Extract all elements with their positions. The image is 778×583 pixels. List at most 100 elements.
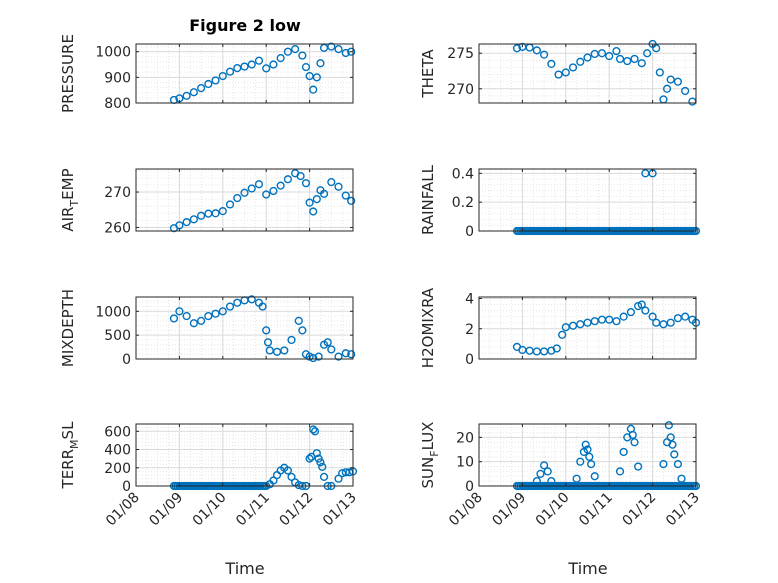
data-point [547,477,556,486]
data-point [666,318,675,327]
x-tick-label: 01/11 [233,490,273,530]
y-axis-label: H2OMIXRA [419,287,437,368]
data-point [583,445,592,454]
grid [478,169,697,232]
data-point [283,47,293,56]
data-point [334,474,343,483]
data-point [247,60,256,69]
data-point [189,88,198,97]
data-point [312,195,321,204]
y-axis-label-subscript: M [68,439,81,449]
y-tick-label: 900 [104,70,131,86]
y-axis-label: AIRTEMP [59,168,81,231]
data-point [525,43,534,52]
data-point [666,75,675,84]
x-axis-label-right: Time [567,559,607,578]
y-tick-label: 260 [104,220,131,236]
data-point [189,319,198,328]
data-point [287,472,296,481]
data-point [554,70,563,79]
data-point [605,315,614,324]
data-point [316,458,325,467]
data-point [673,77,683,86]
y-tick-label: 200 [104,461,131,477]
data-point [298,326,307,335]
data-point [615,467,625,476]
data-point [668,440,677,449]
data-point [347,47,356,56]
data-point [247,295,256,304]
y-tick-label: 600 [104,424,131,440]
data-point [619,447,628,457]
data-point [319,189,329,198]
data-point [247,184,256,193]
y-tick-label: 275 [447,46,474,62]
x-tick-label: 01/10 [190,490,230,530]
y-axis-label-main: SUN [419,457,437,489]
data-point [225,67,235,76]
data-point [319,43,329,52]
data-point [652,318,661,327]
data-point [276,54,285,63]
x-tick-label: 01/11 [576,490,616,530]
data-point [305,352,314,361]
data-point [630,54,639,64]
data-point [318,462,327,471]
subplot-2: 270 275 THETA [419,39,697,106]
data-point [583,53,592,62]
data-point [532,347,541,356]
y-axis-label-tail: LUX [419,422,437,451]
y-axis-label-subscript: T [68,200,81,208]
x-tick-label: 01/12 [620,490,660,530]
data-point [309,85,318,94]
data-point [327,345,336,354]
data-point [269,476,278,485]
data-point [590,317,599,326]
data-point [283,175,293,184]
data-point [612,47,621,56]
grid [135,44,354,104]
data-point [605,51,614,61]
data-point [314,352,323,361]
data-point [347,196,356,205]
data-point [334,45,343,54]
data-point [576,57,585,66]
y-axis-label-tail: EMP [59,168,77,199]
x-tick-label: 01/08 [103,490,143,530]
data-point [597,49,607,58]
data-point [233,298,242,307]
data-point [615,54,625,64]
data-point [673,314,683,323]
data-point [681,86,690,96]
data-point [298,51,307,60]
data-point [262,326,271,335]
data-point [666,433,675,442]
data-point [630,438,639,447]
data-point [323,338,332,347]
data-point [258,302,267,311]
y-axis-label: RAINFALL [419,164,437,235]
data-point [576,457,585,466]
data-point [287,335,296,345]
data-point [568,321,578,330]
data-point [585,452,594,461]
data-point [291,45,300,54]
grid [135,296,354,360]
data-point [532,477,541,486]
data-point [254,56,264,65]
data-point [641,306,650,315]
data-point [643,49,652,58]
data-point [233,193,242,203]
data-point [539,461,549,470]
data-point [619,312,628,321]
y-axis-label-tail: SL [59,421,77,440]
x-tick-label: 01/12 [277,490,317,530]
data-point [204,79,213,89]
y-axis-label: SUNFLUX [419,422,441,489]
data-point [634,462,643,471]
y-tick-label: 0.4 [452,166,474,182]
data-point [280,346,289,355]
x-tick-label: 01/13 [663,490,703,530]
data-point [597,315,607,324]
